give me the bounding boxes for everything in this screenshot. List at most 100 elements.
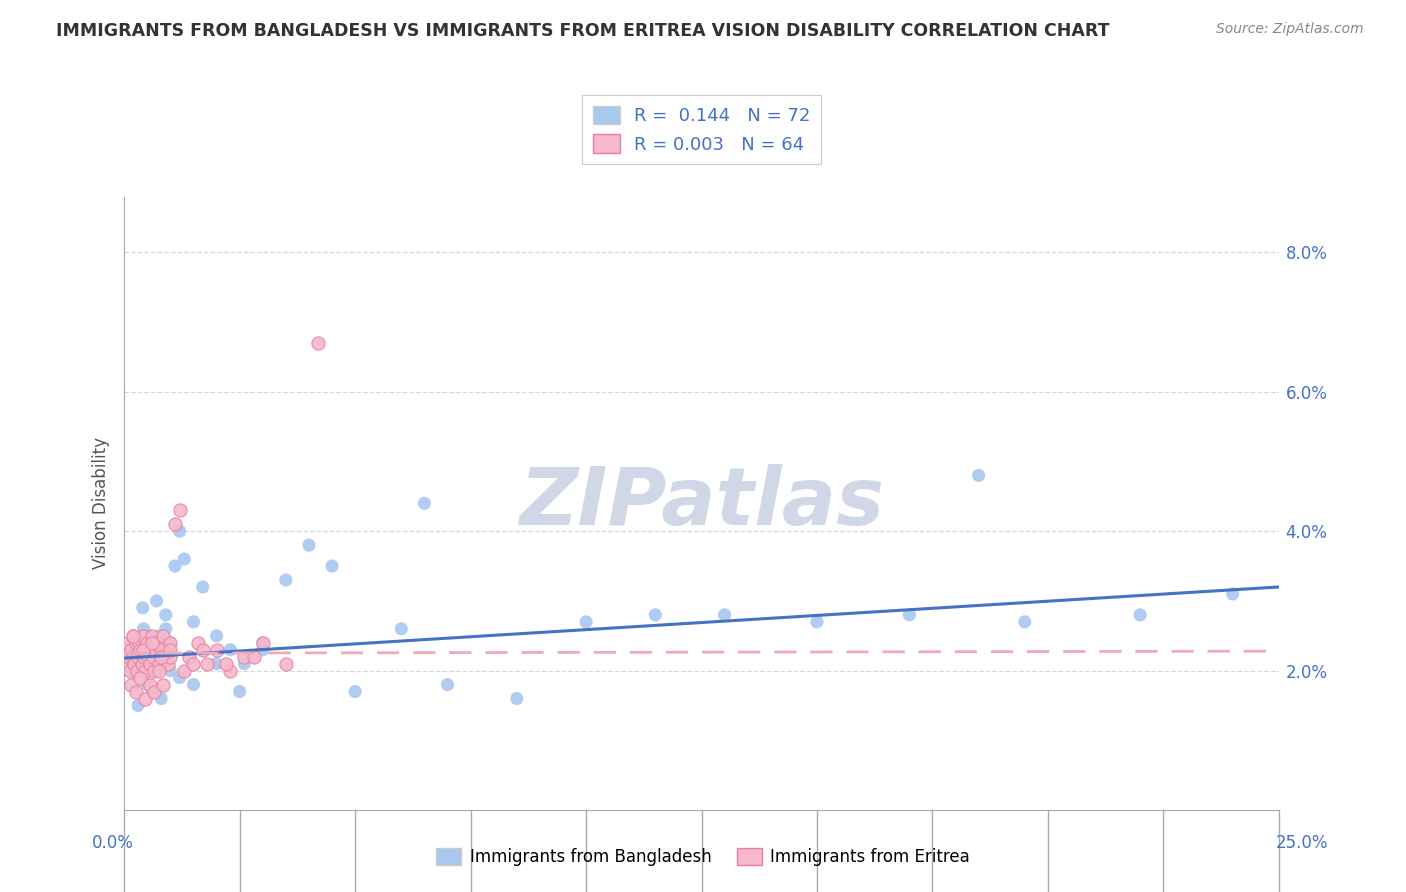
Point — [228, 684, 250, 698]
Point — [136, 636, 159, 650]
Point — [1129, 607, 1152, 622]
Point — [183, 615, 205, 629]
Point — [242, 649, 264, 664]
Point — [121, 657, 143, 671]
Point — [173, 552, 195, 566]
Legend: Immigrants from Bangladesh, Immigrants from Eritrea: Immigrants from Bangladesh, Immigrants f… — [430, 841, 976, 873]
Point — [159, 664, 181, 678]
Point — [205, 629, 228, 643]
Point — [132, 649, 155, 664]
Point — [183, 657, 205, 671]
Point — [120, 642, 142, 657]
Point — [115, 657, 138, 671]
Point — [967, 468, 990, 483]
Text: 25.0%: 25.0% — [1277, 834, 1329, 852]
Point — [118, 664, 141, 678]
Point — [138, 629, 160, 643]
Point — [138, 677, 160, 691]
Point — [128, 657, 150, 671]
Point — [118, 642, 141, 657]
Point — [143, 684, 166, 698]
Point — [120, 677, 142, 691]
Point — [321, 559, 343, 574]
Point — [145, 642, 167, 657]
Point — [124, 649, 146, 664]
Point — [252, 636, 274, 650]
Point — [150, 636, 173, 650]
Point — [191, 642, 214, 657]
Point — [143, 649, 166, 664]
Point — [155, 607, 177, 622]
Point — [169, 671, 191, 685]
Point — [159, 649, 181, 664]
Point — [159, 636, 181, 650]
Point — [143, 664, 166, 678]
Point — [136, 677, 159, 691]
Point — [307, 335, 329, 350]
Point — [644, 607, 666, 622]
Point — [136, 649, 159, 664]
Point — [187, 636, 209, 650]
Legend: R =  0.144   N = 72, R = 0.003   N = 64: R = 0.144 N = 72, R = 0.003 N = 64 — [582, 95, 821, 164]
Point — [148, 664, 170, 678]
Y-axis label: Vision Disability: Vision Disability — [93, 437, 110, 569]
Point — [413, 496, 436, 510]
Point — [506, 691, 529, 706]
Point — [131, 657, 153, 671]
Point — [142, 636, 165, 650]
Point — [173, 664, 195, 678]
Point — [141, 629, 163, 643]
Point — [127, 649, 149, 664]
Point — [806, 615, 828, 629]
Point — [163, 559, 186, 574]
Point — [152, 677, 174, 691]
Point — [141, 636, 163, 650]
Point — [139, 642, 162, 657]
Point — [131, 629, 153, 643]
Point — [152, 629, 174, 643]
Point — [145, 642, 167, 657]
Point — [898, 607, 921, 622]
Point — [138, 657, 160, 671]
Point — [252, 636, 274, 650]
Point — [125, 664, 148, 678]
Point — [129, 642, 152, 657]
Point — [139, 642, 162, 657]
Point — [125, 684, 148, 698]
Point — [575, 615, 598, 629]
Point — [134, 642, 156, 657]
Point — [195, 657, 218, 671]
Point — [145, 636, 167, 650]
Point — [177, 649, 200, 664]
Point — [148, 629, 170, 643]
Point — [1014, 615, 1036, 629]
Text: IMMIGRANTS FROM BANGLADESH VS IMMIGRANTS FROM ERITREA VISION DISABILITY CORRELAT: IMMIGRANTS FROM BANGLADESH VS IMMIGRANTS… — [56, 22, 1109, 40]
Point — [125, 636, 148, 650]
Point — [115, 649, 138, 664]
Point — [157, 642, 180, 657]
Text: ZIPatlas: ZIPatlas — [519, 465, 884, 542]
Point — [152, 649, 174, 664]
Point — [122, 629, 145, 643]
Point — [114, 642, 136, 657]
Point — [155, 622, 177, 636]
Point — [135, 642, 157, 657]
Point — [131, 649, 153, 664]
Point — [219, 642, 242, 657]
Point — [148, 657, 170, 671]
Point — [118, 649, 141, 664]
Point — [128, 636, 150, 650]
Point — [117, 636, 139, 650]
Point — [122, 649, 145, 664]
Point — [131, 642, 153, 657]
Point — [122, 629, 145, 643]
Point — [252, 642, 274, 657]
Point — [436, 677, 458, 691]
Point — [127, 698, 149, 713]
Point — [344, 684, 367, 698]
Point — [150, 649, 173, 664]
Point — [274, 657, 297, 671]
Point — [145, 664, 167, 678]
Point — [132, 622, 155, 636]
Point — [135, 657, 157, 671]
